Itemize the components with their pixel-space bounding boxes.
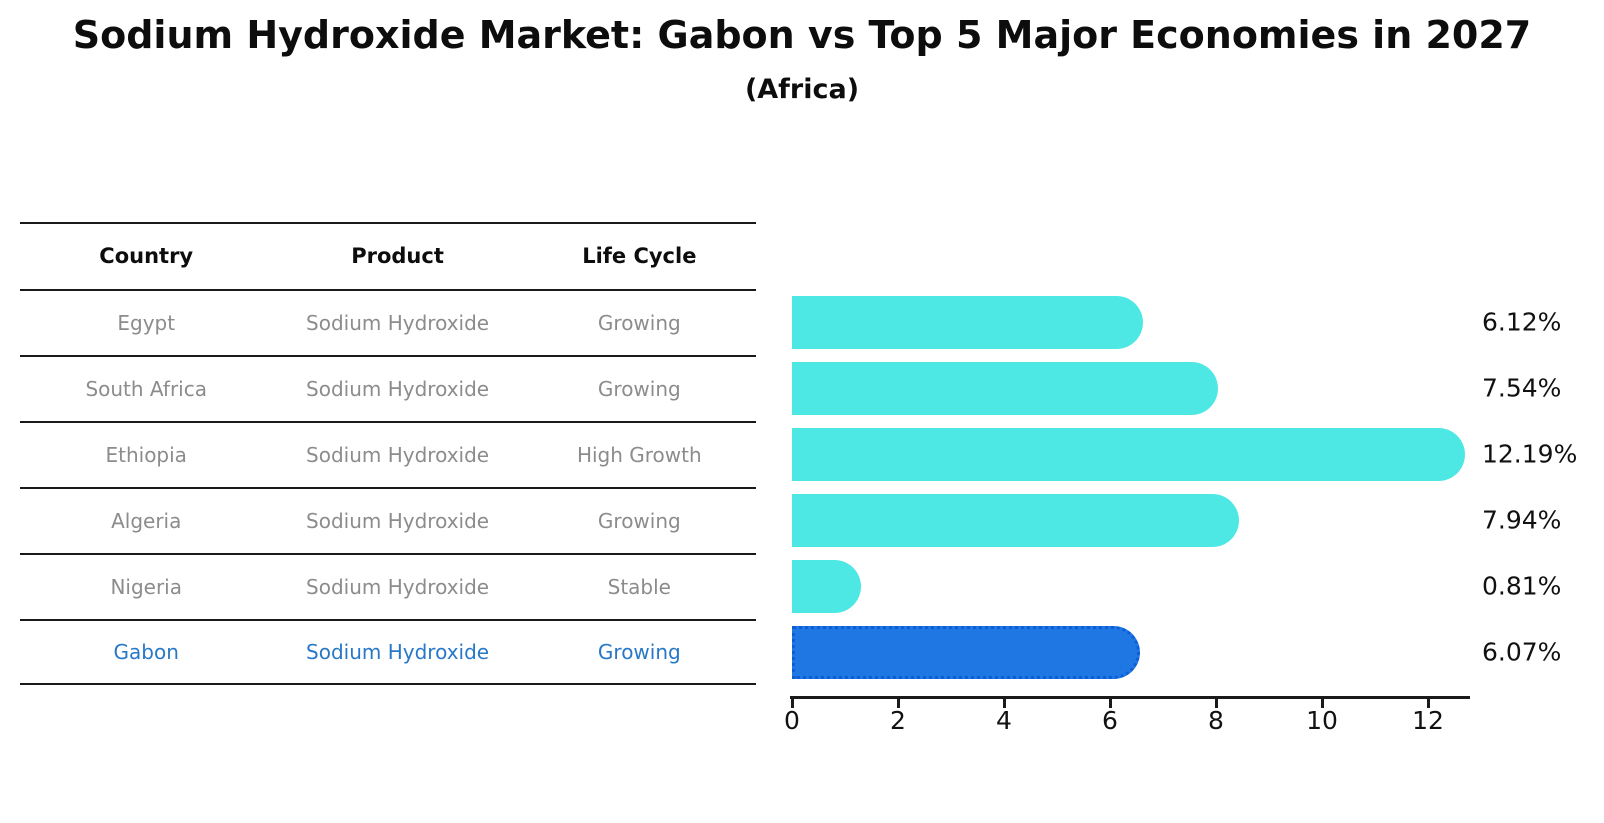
- x-axis-line: [790, 696, 1470, 699]
- x-axis-tick: [1108, 699, 1112, 708]
- cell-product: Sodium Hydroxide: [306, 443, 490, 467]
- cell-product: Sodium Hydroxide: [306, 311, 490, 335]
- bar-algeria: [792, 493, 1240, 547]
- bar-value-label: 0.81%: [1482, 571, 1562, 601]
- bar-nigeria: [792, 559, 862, 613]
- bar-value-label: 6.07%: [1482, 637, 1562, 667]
- cell-product: Sodium Hydroxide: [306, 575, 490, 599]
- table-row: Algeria Sodium Hydroxide Growing: [20, 487, 756, 553]
- cell-life-cycle: Growing: [597, 377, 681, 401]
- column-header-country: Country: [99, 243, 194, 268]
- column-header-life-cycle: Life Cycle: [582, 243, 697, 268]
- cell-life-cycle: Stable: [607, 575, 671, 599]
- cell-life-cycle: Growing: [597, 640, 681, 664]
- table-body: Egypt Sodium Hydroxide Growing South Afr…: [20, 289, 756, 685]
- table-header-row: Country Product Life Cycle: [20, 222, 756, 289]
- country-table: Country Product Life Cycle Egypt Sodium …: [20, 222, 756, 685]
- cell-life-cycle: Growing: [597, 509, 681, 533]
- bar-value-label: 7.94%: [1482, 505, 1562, 535]
- cell-life-cycle: Growing: [597, 311, 681, 335]
- x-axis-tick: [1320, 699, 1324, 708]
- cell-life-cycle: High Growth: [576, 443, 702, 467]
- cell-country: South Africa: [85, 377, 207, 401]
- cell-product: Sodium Hydroxide: [306, 377, 490, 401]
- x-axis-tick-label: 4: [996, 706, 1012, 735]
- chart-title: Sodium Hydroxide Market: Gabon vs Top 5 …: [72, 13, 1532, 57]
- table-row: Ethiopia Sodium Hydroxide High Growth: [20, 421, 756, 487]
- bar-value-label: 7.54%: [1482, 373, 1562, 403]
- table-row: South Africa Sodium Hydroxide Growing: [20, 355, 756, 421]
- bar-south-africa: [792, 361, 1219, 415]
- cell-product: Sodium Hydroxide: [306, 640, 490, 664]
- x-axis-tick: [1426, 699, 1430, 708]
- x-axis-tick: [1214, 699, 1218, 708]
- cell-product: Sodium Hydroxide: [306, 509, 490, 533]
- bar-value-label: 6.12%: [1482, 307, 1562, 337]
- table-row: Egypt Sodium Hydroxide Growing: [20, 289, 756, 355]
- x-axis-tick-label: 6: [1102, 706, 1118, 735]
- x-axis-tick-label: 2: [890, 706, 906, 735]
- chart-subtitle: (Africa): [744, 74, 860, 105]
- cell-country: Ethiopia: [105, 443, 187, 467]
- bar-value-label: 12.19%: [1482, 439, 1578, 469]
- bar-gabon: [792, 625, 1141, 679]
- table-row: Nigeria Sodium Hydroxide Stable: [20, 553, 756, 619]
- x-axis-tick-label: 10: [1306, 706, 1338, 735]
- x-axis-tick: [1002, 699, 1006, 708]
- cell-country: Nigeria: [110, 575, 182, 599]
- x-axis-tick-label: 8: [1208, 706, 1224, 735]
- x-axis-tick-label: 0: [784, 706, 800, 735]
- cell-country: Gabon: [113, 640, 179, 664]
- cell-country: Algeria: [111, 509, 182, 533]
- bar-ethiopia: [792, 427, 1465, 481]
- table-row: Gabon Sodium Hydroxide Growing: [20, 619, 756, 685]
- x-axis-tick: [790, 699, 794, 708]
- bar-egypt: [792, 295, 1143, 349]
- column-header-product: Product: [351, 243, 444, 268]
- x-axis-tick-label: 12: [1412, 706, 1444, 735]
- x-axis-tick: [896, 699, 900, 708]
- cell-country: Egypt: [117, 311, 176, 335]
